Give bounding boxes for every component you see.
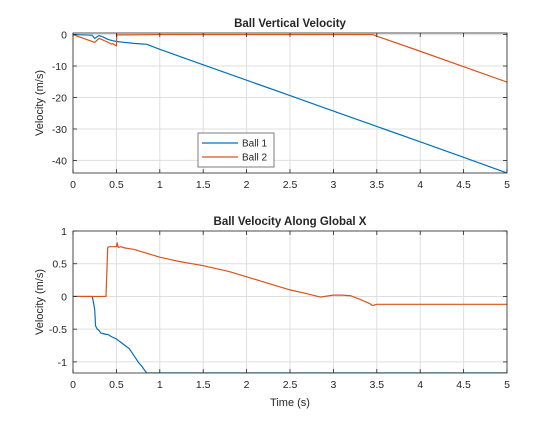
x-tick-label: 2	[244, 179, 250, 191]
x-tick-label: 2	[244, 379, 250, 391]
y-tick-label: 0.5	[52, 259, 67, 271]
y-tick-label: -40	[52, 155, 67, 167]
x-tick-label: 4.5	[456, 379, 471, 391]
x-tick-label: 5	[504, 179, 510, 191]
y-tick-label: 0	[61, 30, 67, 42]
y-tick-label: -1	[58, 357, 67, 369]
series-line-ball-2	[73, 33, 507, 83]
series-line-ball-1	[73, 295, 507, 373]
series-line-ball-2	[73, 242, 507, 307]
x-tick-label: 0	[70, 379, 76, 391]
y-tick-label: -20	[52, 92, 67, 104]
x-axis-label: Time (s)	[270, 397, 310, 409]
x-tick-label: 4	[417, 379, 423, 391]
x-tick-label: 4	[417, 179, 423, 191]
y-tick-label: -30	[52, 124, 67, 136]
x-tick-label: 4.5	[456, 179, 471, 191]
chart-title: Ball Velocity Along Global X	[214, 216, 367, 228]
y-axis-label: Velocity (m/s)	[34, 269, 46, 335]
x-tick-label: 2.5	[283, 379, 298, 391]
x-tick-label: 0	[70, 179, 76, 191]
x-tick-label: 0.5	[109, 179, 124, 191]
y-tick-label: -0.5	[49, 324, 67, 336]
x-tick-label: 3	[330, 179, 336, 191]
x-tick-label: 1.5	[196, 179, 211, 191]
subplot-2: 0 0.5 1 1.5 2 2.5 3 3.5 4 4.5 5 1 0.5 0 -0.5 -1 Ball Vel…	[34, 216, 510, 409]
y-tick-label: -10	[52, 61, 67, 73]
x-tick-label: 3.5	[369, 179, 384, 191]
subplot-1: 0 0.5 1 1.5 2 2.5 3 3.5 4 4.5 5 0 -10 -20 -30 -40 Ball V…	[34, 18, 510, 191]
legend-entry: Ball 2	[242, 153, 267, 164]
x-tick-label: 1	[157, 179, 163, 191]
legend: Ball 1 Ball 2	[197, 132, 275, 168]
x-tick-label: 5	[504, 379, 510, 391]
y-axis-label: Velocity (m/s)	[34, 70, 46, 136]
x-tick-label: 1	[157, 379, 163, 391]
legend-box	[197, 132, 275, 168]
x-tick-label: 3	[330, 379, 336, 391]
x-tick-label: 0.5	[109, 379, 124, 391]
x-tick-label: 3.5	[369, 379, 384, 391]
x-tick-label: 2.5	[283, 179, 298, 191]
y-tick-label: 0	[61, 291, 67, 303]
legend-entry: Ball 1	[242, 139, 267, 150]
chart-title: Ball Vertical Velocity	[234, 18, 346, 30]
y-tick-label: 1	[61, 226, 67, 238]
x-tick-label: 1.5	[196, 379, 211, 391]
series-line-ball-1	[73, 33, 507, 173]
